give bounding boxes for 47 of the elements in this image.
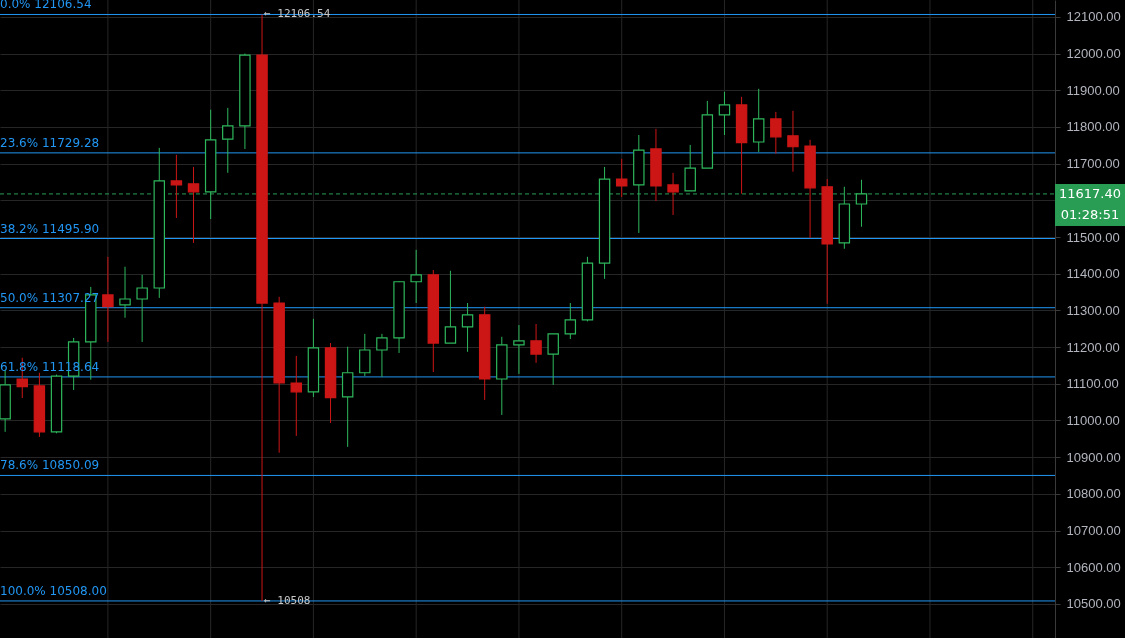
y-tick-label: 11400.00 (1066, 266, 1120, 282)
ref-line-label: 23.6% 11729.28 (0, 135, 100, 150)
candlestick (187, 166, 200, 244)
candlestick (359, 333, 371, 377)
candlestick (718, 91, 731, 136)
candlestick (461, 302, 474, 353)
ref-line-label: 11617.40 (1058, 185, 1122, 201)
y-tick-label: 12100.00 (1066, 9, 1121, 25)
candlestick (513, 324, 525, 375)
y-tick-label: 10700.00 (1066, 523, 1121, 538)
candlestick (119, 266, 131, 319)
text: 01:28:51 (1060, 206, 1120, 222)
candlestick (752, 88, 765, 153)
y-tick-label: 11800.00 (1066, 119, 1120, 135)
candlestick (136, 274, 148, 343)
candlestick (410, 249, 422, 304)
y-tick-label: 10900.00 (1066, 449, 1121, 465)
y-tick-label: 11500.00 (1066, 229, 1120, 245)
y-tick-label: 11200.00 (1066, 339, 1120, 355)
candlestick (615, 158, 628, 198)
candlestick (770, 111, 782, 155)
candlestick (684, 144, 696, 192)
ref-line-label: 100.0% 10508.00 (0, 583, 107, 598)
ref-line-label: 38.2% 11495.90 (0, 221, 100, 236)
y-tick-label: 11300.00 (1066, 302, 1120, 318)
candlestick (290, 355, 303, 437)
y-tick-label: 10500.00 (1066, 596, 1121, 612)
y-tick-label: 11000.00 (1066, 412, 1120, 428)
candlestick (530, 323, 542, 364)
y-tick-label: 11900.00 (1066, 82, 1120, 98)
candlestick (564, 302, 577, 340)
candlestick (667, 172, 679, 216)
y-tick-label: 10600.00 (1066, 559, 1121, 575)
candlestick (102, 256, 114, 343)
candlestick (787, 110, 799, 173)
candlestick (855, 179, 868, 228)
ref-line-label: 0.0% 12106.54 (0, 0, 92, 12)
candlestick (444, 270, 457, 344)
candlestick (222, 107, 234, 174)
y-tick-label: 11100.00 (1066, 376, 1119, 392)
candlestick (547, 333, 559, 386)
y-tick-label: 10800.00 (1066, 486, 1121, 502)
y-tick-label: 11700.00 (1066, 156, 1120, 172)
y-tick-label: 12000.00 (1066, 46, 1121, 62)
ref-line-label: 78.6% 10850.09 (0, 458, 100, 473)
candlestick (376, 333, 388, 378)
candlestick (170, 154, 183, 219)
